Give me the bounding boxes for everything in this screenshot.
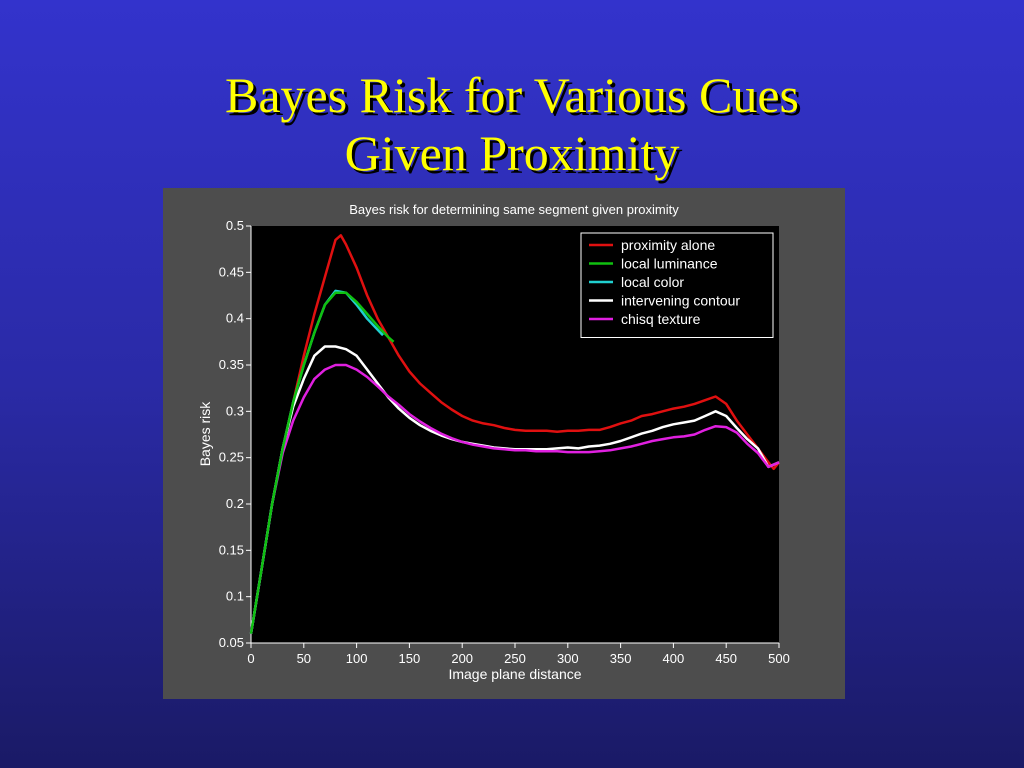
legend-label: local color: [621, 274, 684, 290]
chart-title: Bayes risk for determining same segment …: [349, 202, 679, 217]
x-tick-label: 50: [297, 651, 311, 666]
slide-title-line-2: Given Proximity: [344, 125, 680, 181]
axis-ticks: 0 50 100 150 200 250 300 350 400 450 500 0.05 0.1 0.1…: [219, 218, 790, 666]
legend-label: local luminance: [621, 256, 718, 272]
slide-title: Bayes Risk for Various Cues Given Proxim…: [0, 66, 1024, 182]
x-tick-label: 350: [610, 651, 632, 666]
y-tick-label: 0.25: [219, 450, 244, 465]
x-tick-label: 300: [557, 651, 579, 666]
x-tick-label: 150: [399, 651, 421, 666]
slide-title-line-1: Bayes Risk for Various Cues: [224, 67, 800, 123]
y-tick-label: 0.2: [226, 496, 244, 511]
legend-label: intervening contour: [621, 293, 740, 309]
x-axis-label: Image plane distance: [448, 666, 581, 682]
y-tick-label: 0.5: [226, 218, 244, 233]
y-tick-label: 0.05: [219, 635, 244, 650]
y-tick-label: 0.35: [219, 357, 244, 372]
x-tick-label: 450: [715, 651, 737, 666]
y-tick-label: 0.15: [219, 542, 244, 557]
series-line-0: [249, 234, 780, 634]
series-line-1: [249, 291, 395, 634]
x-tick-label: 250: [504, 651, 526, 666]
legend: proximity alone local luminance local colo…: [580, 232, 774, 338]
legend-label: chisq texture: [621, 311, 701, 327]
chart-svg: Bayes risk for determining same segment …: [197, 202, 790, 682]
x-tick-label: 100: [346, 651, 368, 666]
y-tick-label: 0.45: [219, 264, 244, 279]
y-tick-label: 0.4: [226, 311, 244, 326]
y-axis-label: Bayes risk: [197, 401, 213, 467]
x-tick-label: 500: [768, 651, 790, 666]
series-line-4: [249, 363, 780, 634]
x-tick-label: 400: [663, 651, 685, 666]
series-lines: [249, 234, 780, 634]
y-tick-label: 0.3: [226, 403, 244, 418]
x-tick-label: 0: [247, 651, 254, 666]
chart-figure: Bayes risk for determining same segment …: [163, 188, 845, 699]
y-tick-label: 0.1: [226, 589, 244, 604]
x-tick-label: 200: [451, 651, 473, 666]
legend-label: proximity alone: [621, 237, 715, 253]
